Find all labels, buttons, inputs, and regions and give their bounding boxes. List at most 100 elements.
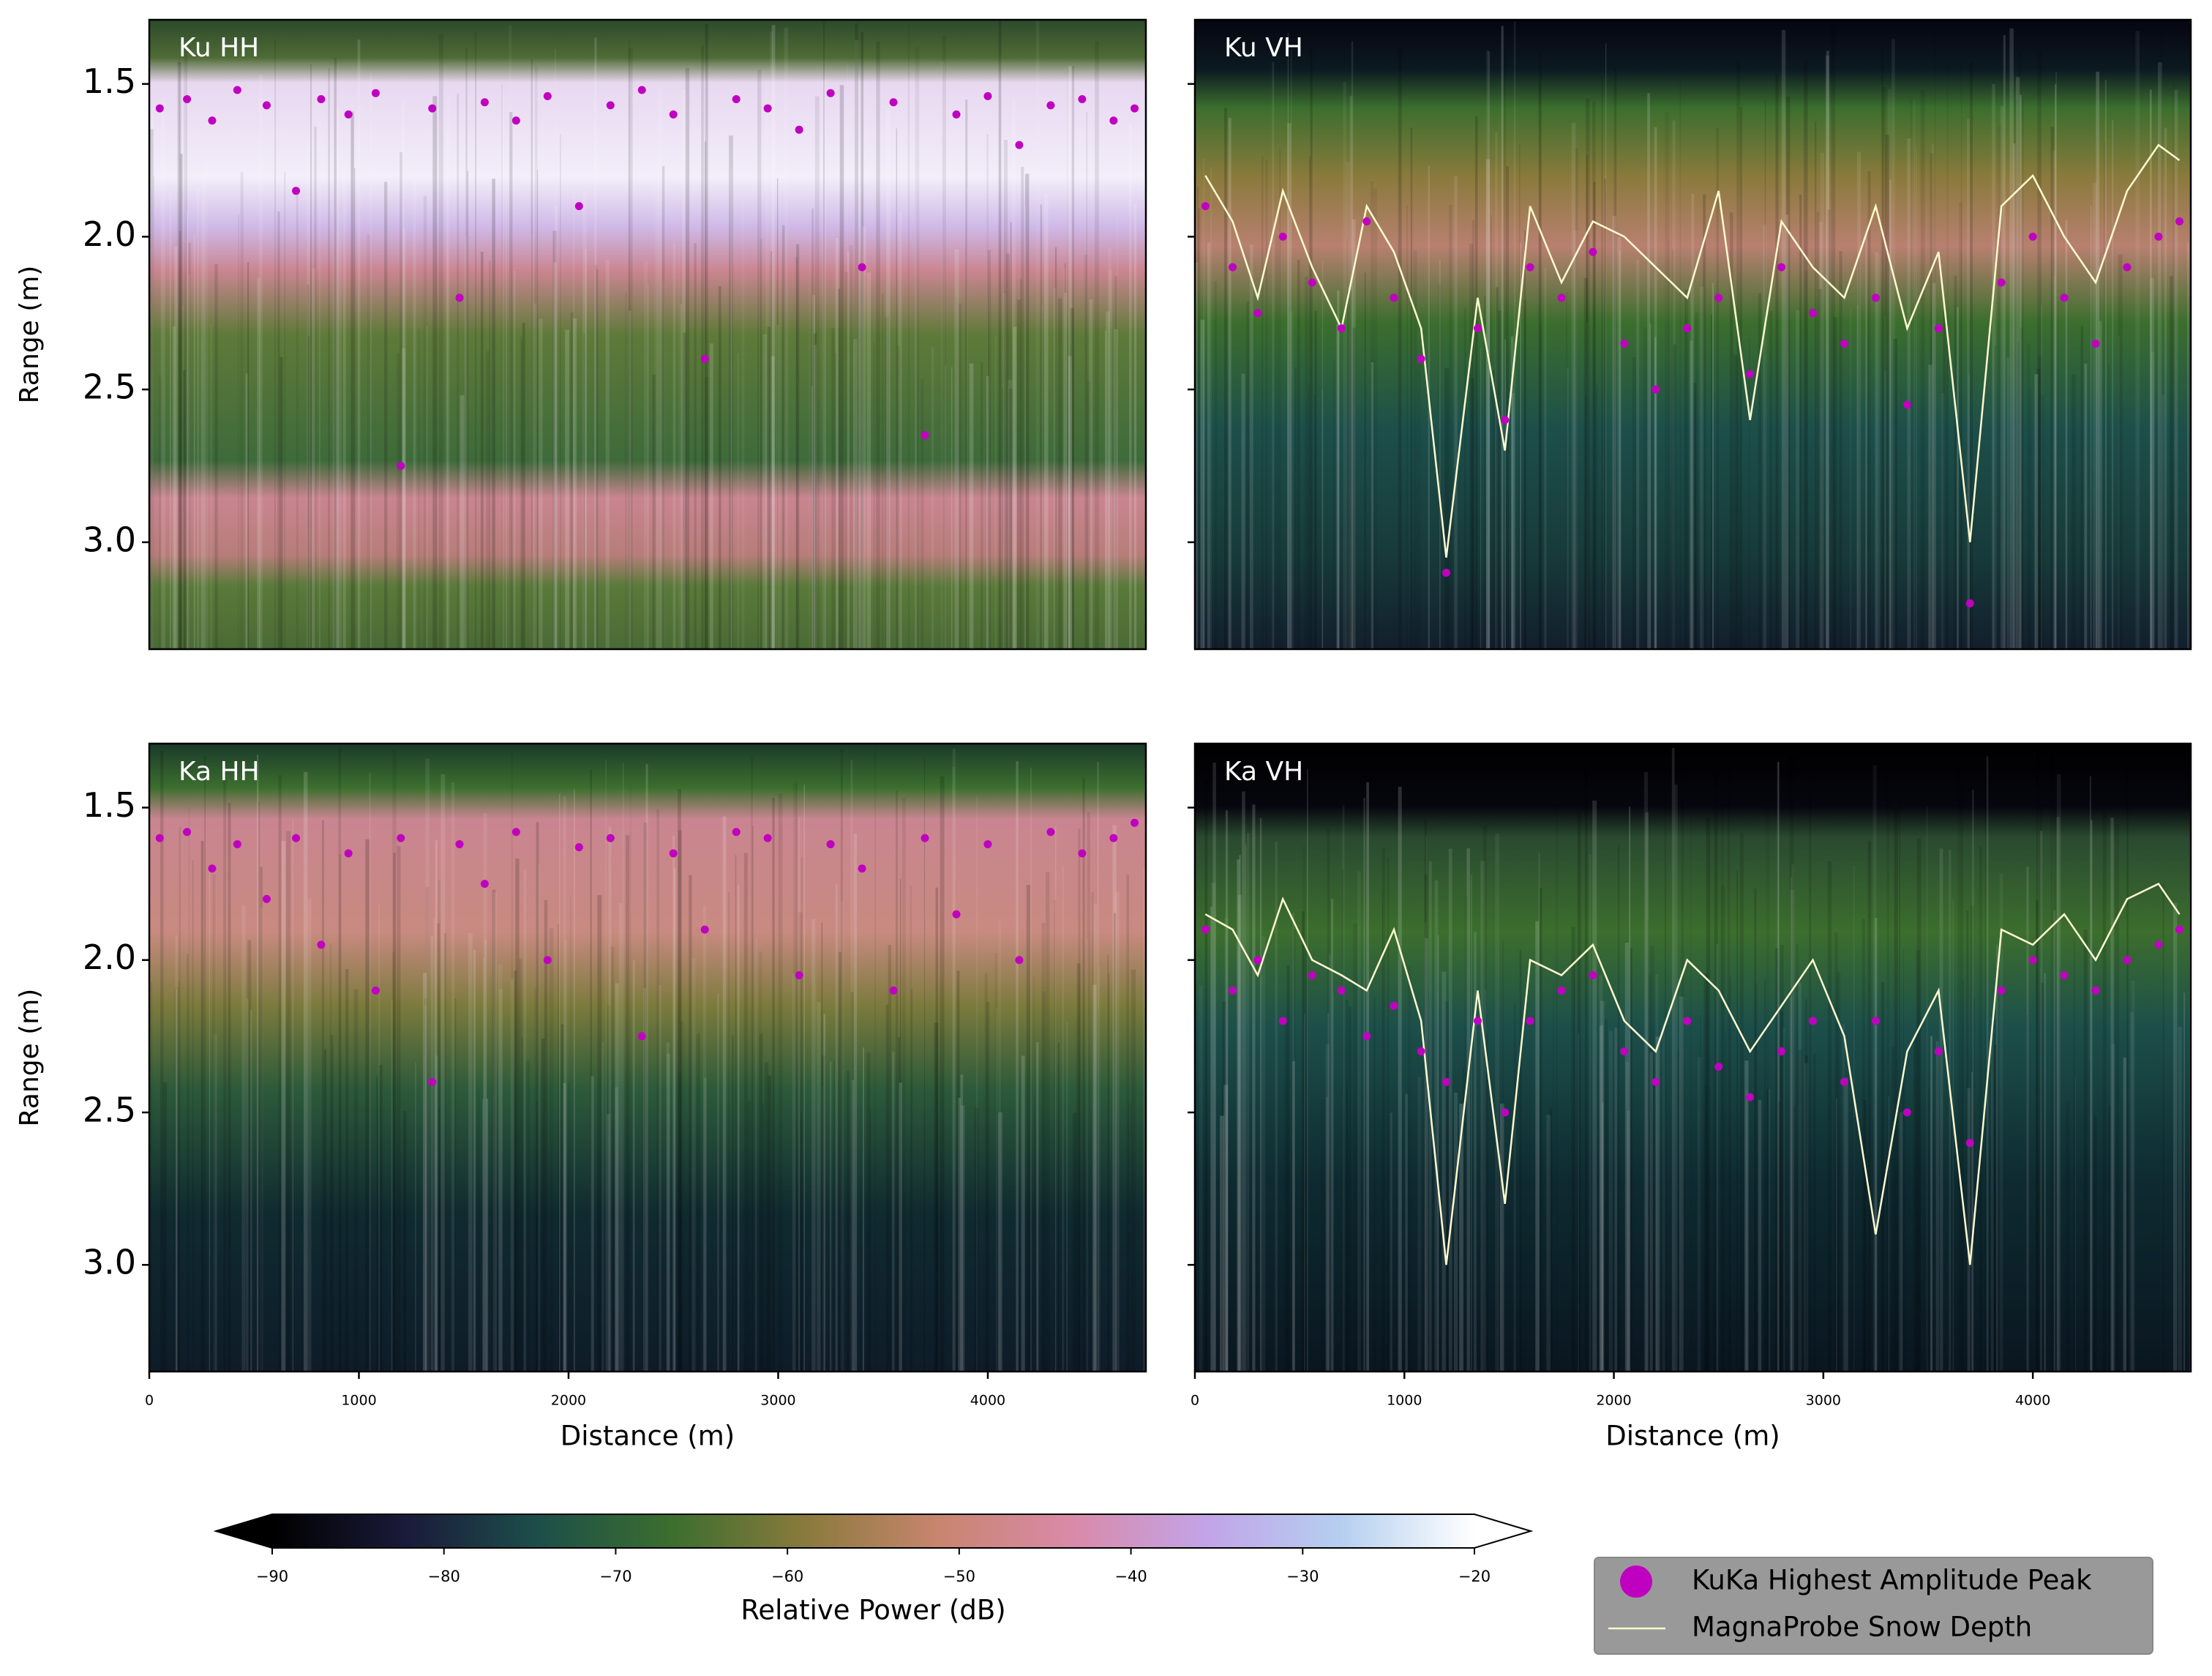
texture-streak	[2040, 304, 2042, 649]
texture-streak	[822, 78, 826, 649]
texture-streak	[438, 34, 443, 649]
texture-streak	[342, 162, 346, 649]
texture-streak	[258, 74, 263, 649]
texture-streak	[881, 293, 884, 649]
texture-streak	[1991, 1030, 1994, 1372]
colorbar-tick-label: −90	[256, 1568, 288, 1585]
texture-streak	[886, 110, 891, 649]
texture-streak	[597, 895, 602, 1372]
texture-streak	[1425, 922, 1427, 1372]
x-tick-label: 4000	[2015, 1393, 2050, 1409]
texture-streak	[555, 49, 556, 649]
texture-streak	[831, 328, 835, 649]
peak-point	[1965, 599, 1974, 607]
texture-streak	[179, 57, 180, 649]
peak-point	[183, 828, 192, 837]
texture-streak	[1614, 1028, 1618, 1372]
peak-point	[826, 89, 835, 97]
texture-streak	[1970, 61, 1973, 649]
texture-streak	[751, 757, 753, 1372]
texture-streak	[2150, 277, 2154, 649]
texture-streak	[607, 1114, 610, 1372]
texture-streak	[376, 1076, 378, 1372]
texture-streak	[391, 951, 395, 1372]
texture-streak	[334, 58, 337, 649]
texture-streak	[1093, 903, 1097, 1372]
x-tick-label: 2000	[551, 1393, 586, 1409]
texture-streak	[625, 291, 627, 649]
texture-streak	[515, 858, 520, 1372]
texture-streak	[2084, 363, 2088, 649]
texture-streak	[1932, 283, 1936, 649]
colorbar-tick-label: −40	[1114, 1568, 1147, 1585]
texture-streak	[1342, 804, 1345, 1372]
peak-point	[983, 91, 992, 100]
texture-streak	[847, 1070, 850, 1372]
texture-streak	[830, 1061, 832, 1372]
peak-point	[1278, 1017, 1287, 1025]
texture-streak	[1834, 932, 1838, 1372]
texture-streak	[464, 236, 468, 649]
texture-streak	[1684, 291, 1687, 649]
texture-streak	[258, 801, 260, 1372]
texture-streak	[477, 1089, 480, 1372]
texture-streak	[1538, 853, 1540, 1372]
texture-streak	[365, 839, 370, 1372]
texture-streak	[1320, 1099, 1324, 1372]
texture-streak	[1540, 888, 1542, 1372]
texture-streak	[940, 776, 945, 1372]
texture-streak	[892, 1051, 895, 1372]
texture-streak	[1078, 828, 1081, 1372]
texture-streak	[1739, 833, 1744, 1372]
texture-streak	[1902, 949, 1904, 1372]
texture-streak	[823, 1014, 826, 1372]
texture-streak	[876, 42, 880, 649]
texture-streak	[1601, 75, 1603, 649]
peak-point	[1253, 956, 1262, 965]
texture-streak	[1927, 1086, 1930, 1372]
texture-streak	[1862, 919, 1865, 1372]
peak-point	[2091, 340, 2100, 348]
texture-streak	[1782, 1028, 1785, 1372]
peak-point	[2060, 293, 2069, 302]
texture-streak	[1979, 846, 1982, 1372]
y-tick-label: 1.5	[83, 785, 136, 825]
texture-streak	[1241, 373, 1245, 649]
texture-streak	[1464, 895, 1469, 1372]
texture-streak	[678, 1072, 682, 1372]
texture-streak	[1261, 156, 1264, 649]
texture-streak	[2162, 394, 2164, 649]
texture-streak	[1844, 1077, 1848, 1372]
texture-streak	[1992, 1020, 1995, 1372]
texture-streak	[850, 992, 854, 1372]
peak-point	[1965, 1139, 1974, 1148]
texture-streak	[482, 1099, 484, 1372]
legend-box	[1594, 1557, 2153, 1655]
texture-streak	[201, 335, 203, 649]
texture-streak	[1839, 250, 1842, 649]
radargram-texture	[1199, 746, 2191, 1372]
texture-streak	[1729, 212, 1733, 649]
x-tick-label: 2000	[1596, 1393, 1631, 1409]
texture-streak	[776, 325, 779, 649]
texture-streak	[2015, 77, 2020, 649]
texture-streak	[658, 88, 662, 649]
peak-point	[2175, 925, 2184, 934]
texture-streak	[402, 100, 405, 649]
texture-streak	[998, 920, 1001, 1372]
texture-streak	[798, 817, 801, 1372]
texture-streak	[1351, 41, 1354, 649]
texture-streak	[2099, 321, 2102, 649]
texture-streak	[1504, 340, 1506, 649]
texture-streak	[705, 377, 708, 649]
texture-streak	[530, 234, 535, 649]
texture-streak	[1108, 247, 1111, 649]
texture-streak	[1679, 996, 1684, 1372]
texture-streak	[795, 257, 798, 649]
texture-streak	[1346, 1000, 1349, 1372]
texture-streak	[484, 939, 487, 1372]
texture-streak	[767, 326, 771, 649]
texture-streak	[1804, 61, 1808, 649]
texture-streak	[1902, 1063, 1906, 1372]
texture-streak	[2000, 105, 2004, 649]
